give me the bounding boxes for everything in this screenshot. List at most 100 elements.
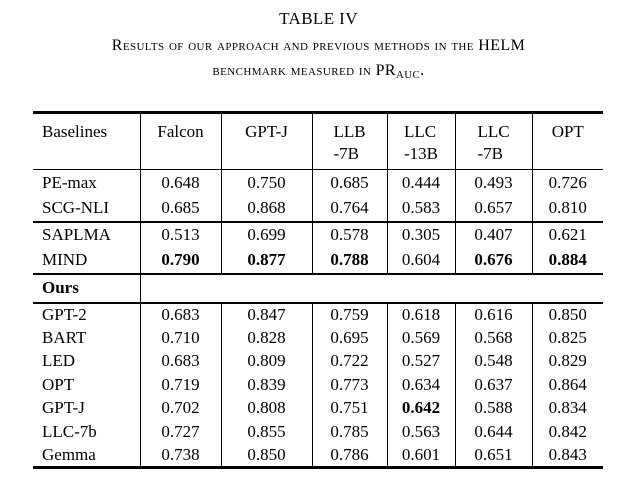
value-cell: 0.493: [454, 169, 532, 196]
header-cell-llc-7b: LLC -7B: [454, 112, 532, 170]
value-cell: 0.773: [311, 373, 387, 397]
table-row: GPT-J 0.702 0.808 0.751 0.642 0.588 0.83…: [33, 396, 603, 420]
value-cell: 0.786: [311, 443, 387, 467]
section-row: Ours: [33, 273, 603, 303]
row-label: PE-max: [42, 172, 97, 192]
header-cell-llb-7b: LLB -7B: [311, 112, 387, 170]
value-cell: 0.548: [454, 349, 532, 373]
value-cell: 0.648: [139, 169, 221, 196]
value-cell: 0.719: [139, 373, 221, 397]
table-row: LED 0.683 0.809 0.722 0.527 0.548 0.829: [33, 349, 603, 373]
row-label: SAPLMA: [42, 225, 111, 244]
row-label: LED: [42, 351, 76, 371]
value-cell: 0.527: [386, 349, 455, 373]
value-cell: 0.637: [454, 373, 532, 397]
value-cell: 0.695: [311, 326, 387, 350]
value-cell: 0.621: [531, 221, 603, 248]
value-cell: 0.738: [139, 443, 221, 467]
value-cell: 0.601: [386, 443, 455, 467]
value-cell: 0.710: [139, 326, 221, 350]
value-cell: 0.568: [454, 326, 532, 350]
value-cell: 0.842: [531, 420, 603, 444]
row-label: GPT-J: [42, 398, 85, 418]
value-cell: 0.407: [454, 221, 532, 248]
value-cell: 0.785: [311, 420, 387, 444]
table-row: LLC-7b 0.727 0.855 0.785 0.563 0.644 0.8…: [33, 420, 603, 444]
table-row: PE-max 0.648 0.750 0.685 0.444 0.493 0.7…: [33, 169, 603, 196]
value-cell: 0.651: [454, 443, 532, 467]
group-ours-header: Ours: [33, 273, 603, 303]
header-cell-opt: OPT: [531, 112, 603, 170]
value-cell: 0.569: [386, 326, 455, 350]
value-cell: 0.809: [220, 349, 312, 373]
value-cell: 0.825: [531, 326, 603, 350]
table-caption: TABLE IV Results of our approach and pre…: [0, 0, 637, 85]
table-header: Baselines Falcon GPT-J LLB -7B LLC -13B LL…: [33, 112, 603, 170]
value-cell: 0.850: [531, 302, 603, 326]
value-cell: 0.683: [139, 302, 221, 326]
value-cell: 0.839: [220, 373, 312, 397]
value-cell: 0.810: [531, 195, 603, 222]
group-probing-methods: SAPLMA 0.513 0.699 0.578 0.305 0.407 0.6…: [33, 221, 603, 274]
row-label: BART: [42, 327, 87, 347]
value-cell: 0.305: [386, 221, 455, 248]
value-cell: 0.751: [311, 396, 387, 420]
value-cell: 0.676: [454, 247, 532, 274]
value-cell: 0.699: [220, 221, 312, 248]
table-row: Gemma 0.738 0.850 0.786 0.601 0.651 0.84…: [33, 443, 603, 467]
row-label: GPT-2: [42, 304, 87, 324]
table-row: BART 0.710 0.828 0.695 0.569 0.568 0.825: [33, 326, 603, 350]
value-cell: 0.563: [386, 420, 455, 444]
value-cell: 0.855: [220, 420, 312, 444]
table-row: SAPLMA 0.513 0.699 0.578 0.305 0.407 0.6…: [33, 221, 603, 248]
value-cell: 0.727: [139, 420, 221, 444]
value-cell: 0.864: [531, 373, 603, 397]
value-cell: 0.588: [454, 396, 532, 420]
header-cell-gptj: GPT-J: [220, 112, 312, 170]
value-cell: 0.604: [386, 247, 455, 274]
value-cell: 0.702: [139, 396, 221, 420]
value-cell: 0.877: [220, 247, 312, 274]
value-cell: 0.868: [220, 195, 312, 222]
value-cell: 0.850: [220, 443, 312, 467]
value-cell: 0.834: [531, 396, 603, 420]
value-cell: 0.788: [311, 247, 387, 274]
value-cell: 0.444: [386, 169, 455, 196]
group-ours-methods: GPT-2 0.683 0.847 0.759 0.618 0.616 0.85…: [33, 302, 603, 467]
section-label-ours: Ours: [42, 278, 79, 297]
row-label: SCG-NLI: [42, 198, 110, 217]
table-row: OPT 0.719 0.839 0.773 0.634 0.637 0.864: [33, 373, 603, 397]
value-cell: 0.578: [311, 221, 387, 248]
value-cell: 0.847: [220, 302, 312, 326]
table-number-title: TABLE IV: [279, 9, 358, 28]
value-cell: 0.750: [220, 169, 312, 196]
caption-line-2: benchmark measured in PRAUC.: [212, 62, 425, 81]
value-cell: 0.683: [139, 349, 221, 373]
header-cell-llc-13b: LLC -13B: [386, 112, 455, 170]
header-row: Baselines Falcon GPT-J LLB -7B LLC -13B LL…: [33, 112, 603, 170]
table-row: GPT-2 0.683 0.847 0.759 0.618 0.616 0.85…: [33, 302, 603, 326]
row-label: MIND: [42, 250, 88, 269]
value-cell: 0.583: [386, 195, 455, 222]
value-cell: 0.616: [454, 302, 532, 326]
table-row: SCG-NLI 0.685 0.868 0.764 0.583 0.657 0.…: [33, 195, 603, 222]
table-row: MIND 0.790 0.877 0.788 0.604 0.676 0.884: [33, 247, 603, 274]
value-cell: 0.884: [531, 247, 603, 274]
value-cell: 0.726: [531, 169, 603, 196]
value-cell: 0.513: [139, 221, 221, 248]
table-description: Results of our approach and previous met…: [0, 33, 637, 85]
value-cell: 0.759: [311, 302, 387, 326]
value-cell: 0.829: [531, 349, 603, 373]
row-label: Gemma: [42, 444, 96, 464]
value-cell: 0.634: [386, 373, 455, 397]
row-label: OPT: [42, 374, 75, 394]
value-cell: 0.642: [386, 396, 455, 420]
header-cell-falcon: Falcon: [139, 112, 221, 170]
value-cell: 0.808: [220, 396, 312, 420]
value-cell: 0.764: [311, 195, 387, 222]
pr-auc-subscript: AUC: [396, 68, 421, 81]
header-cell-baselines: Baselines: [42, 122, 108, 141]
row-label: LLC-7b: [42, 421, 97, 441]
value-cell: 0.618: [386, 302, 455, 326]
value-cell: 0.790: [139, 247, 221, 274]
